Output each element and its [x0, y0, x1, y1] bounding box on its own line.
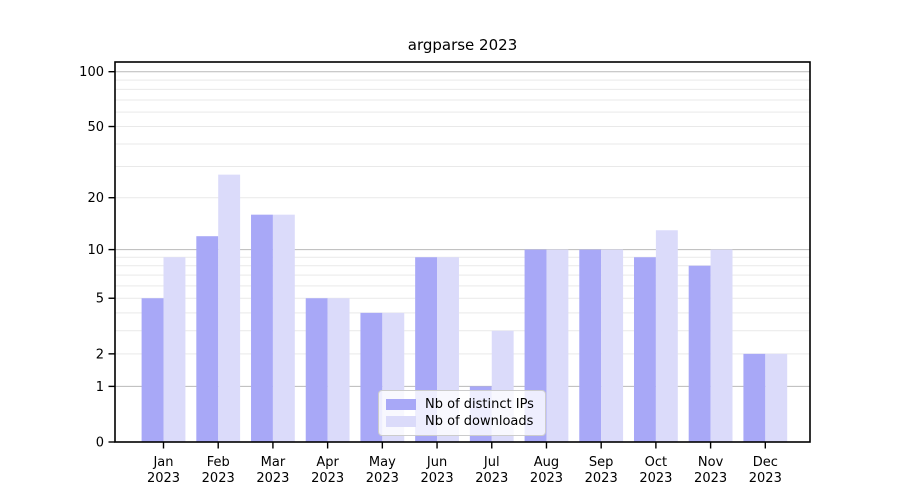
x-tick-label-year: 2023: [694, 471, 727, 486]
bar-apr-downloads: [327, 298, 350, 442]
bar-dec-downloads: [765, 353, 788, 442]
y-tick-label: 20: [87, 191, 104, 206]
legend-label-distinct-ips: Nb of distinct IPs: [425, 397, 534, 412]
legend-label-downloads: Nb of downloads: [425, 414, 534, 429]
x-tick-label-month: Sep: [589, 455, 614, 470]
x-tick-label-year: 2023: [311, 471, 344, 486]
chart-title: argparse 2023: [407, 36, 518, 54]
bar-may-distinct-ips: [360, 312, 383, 442]
bar-nov-distinct-ips: [688, 265, 711, 442]
bar-dec-distinct-ips: [743, 353, 766, 442]
x-tick-label-year: 2023: [639, 471, 672, 486]
bar-oct-distinct-ips: [633, 257, 656, 442]
x-tick-label-month: Aug: [534, 455, 559, 470]
x-tick-label-year: 2023: [530, 471, 563, 486]
y-tick-label: 1: [96, 380, 104, 395]
legend-swatch-downloads: [386, 416, 416, 427]
legend: Nb of distinct IPs Nb of downloads: [378, 390, 546, 436]
bar-mar-distinct-ips: [251, 214, 273, 442]
x-tick-label-year: 2023: [585, 471, 618, 486]
x-tick-label-year: 2023: [366, 471, 399, 486]
y-tick-label: 0: [96, 436, 104, 451]
plot-box: [114, 61, 811, 443]
bar-apr-distinct-ips: [305, 298, 328, 442]
bar-sep-downloads: [601, 249, 624, 442]
y-tick-label: 2: [96, 347, 104, 362]
x-tick-label-month: Apr: [316, 455, 339, 470]
y-tick-label: 100: [79, 65, 104, 80]
y-tick-label: 50: [87, 120, 104, 135]
bar-oct-downloads: [655, 230, 678, 442]
bar-nov-downloads: [710, 249, 733, 442]
legend-row: Nb of distinct IPs: [386, 397, 536, 412]
y-tick-label: 5: [96, 292, 104, 307]
x-tick-label-month: Dec: [753, 455, 778, 470]
x-tick-label-year: 2023: [421, 471, 454, 486]
legend-row: Nb of downloads: [386, 414, 536, 429]
x-tick-label-month: Feb: [207, 455, 230, 470]
x-tick-label-month: Jul: [483, 455, 500, 470]
x-tick-label-month: Mar: [261, 455, 286, 470]
x-tick-label-year: 2023: [202, 471, 235, 486]
x-tick-label-year: 2023: [147, 471, 180, 486]
x-tick-label-month: Jun: [426, 455, 447, 470]
bar-sep-distinct-ips: [579, 249, 602, 442]
x-tick-label-year: 2023: [749, 471, 782, 486]
bar-feb-distinct-ips: [196, 236, 219, 442]
bar-feb-downloads: [218, 174, 241, 442]
bar-mar-downloads: [272, 214, 295, 442]
x-tick-label-month: Nov: [698, 455, 724, 470]
x-tick-label-year: 2023: [475, 471, 508, 486]
x-tick-label-month: Jan: [152, 455, 173, 470]
bar-aug-downloads: [546, 249, 569, 442]
x-tick-label-year: 2023: [256, 471, 289, 486]
legend-swatch-distinct-ips: [386, 399, 416, 410]
bar-jan-downloads: [163, 257, 186, 442]
y-tick-label: 10: [87, 243, 104, 258]
x-tick-label-month: May: [369, 455, 396, 470]
bar-jan-distinct-ips: [141, 298, 164, 442]
x-tick-label-month: Oct: [645, 455, 667, 470]
